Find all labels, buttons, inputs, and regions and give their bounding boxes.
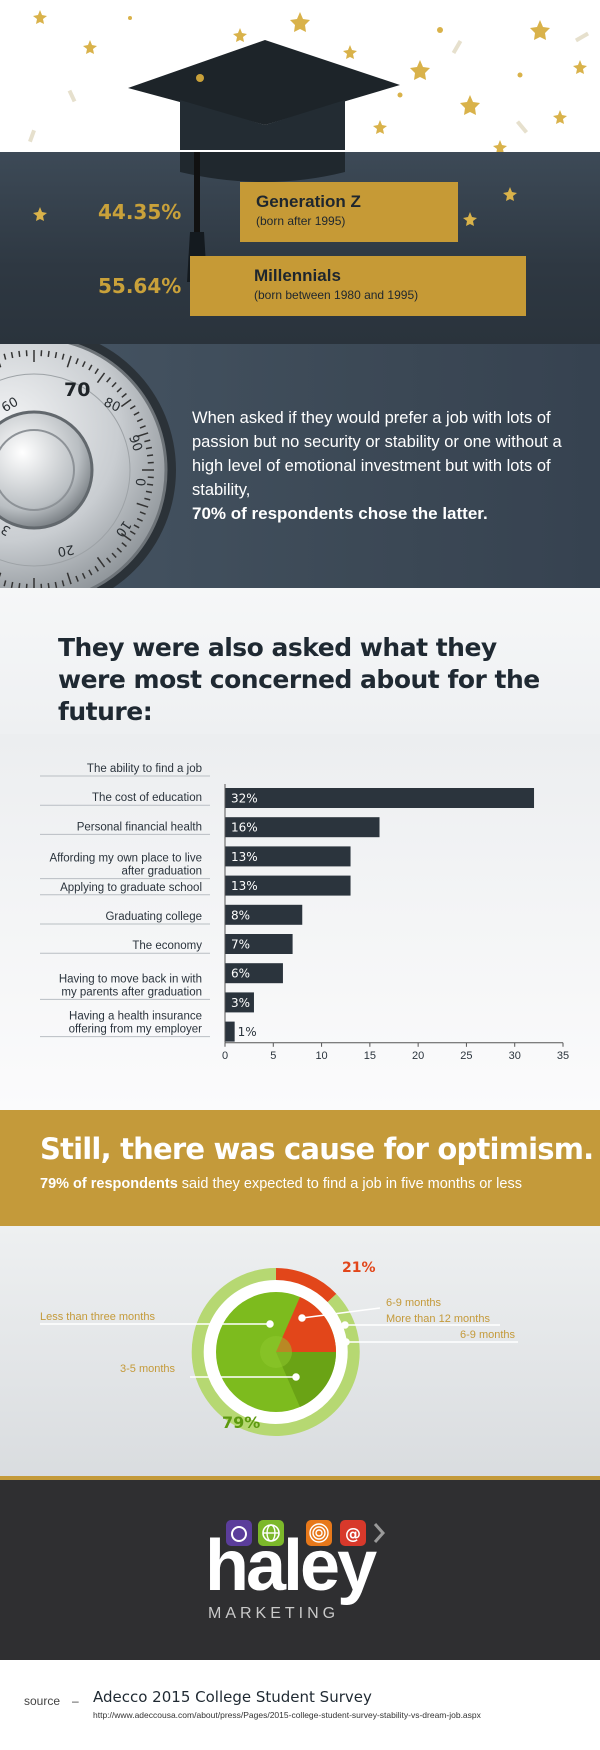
genz-name: Generation Z bbox=[256, 192, 361, 211]
source-section: source – Adecco 2015 College Student Sur… bbox=[0, 1660, 600, 1750]
x-tick-label: 5 bbox=[270, 1050, 276, 1062]
bar bbox=[225, 934, 293, 954]
pie-label-79: 79% bbox=[222, 1413, 260, 1432]
bar bbox=[225, 788, 535, 808]
bar bbox=[225, 817, 380, 838]
apple-icon bbox=[226, 1520, 252, 1546]
pie-label-more-than-12: More than 12 months bbox=[386, 1313, 490, 1325]
optimism-sub-rest: said they expected to find a job in five… bbox=[177, 1176, 522, 1192]
pie-label-less-than-three: Less than three months bbox=[40, 1311, 155, 1323]
safe-description: When asked if they would prefer a job wi… bbox=[192, 406, 582, 526]
haley-logo-section: @ haley MARKETING bbox=[0, 1480, 600, 1660]
category-label: The economy bbox=[132, 940, 202, 952]
optimism-subtitle: 79% of respondents said they expected to… bbox=[40, 1176, 522, 1192]
job-timeline-pie: 21% 79% Less than three months 3-5 month… bbox=[40, 1260, 518, 1436]
generations-section: 44.35% Generation Z (born after 1995) 55… bbox=[0, 152, 600, 344]
dial-number-20: 20 bbox=[56, 541, 75, 559]
bar bbox=[225, 904, 303, 925]
category-label: Personal financial health bbox=[77, 821, 202, 833]
x-tick-label: 15 bbox=[364, 1050, 376, 1062]
dial-number-70: 70 bbox=[64, 379, 90, 401]
at-sign-icon: @ bbox=[340, 1520, 366, 1546]
bar-value-label: 7% bbox=[231, 938, 250, 952]
pie-label-6-9-b: 6-9 months bbox=[460, 1329, 516, 1341]
pie-ring-orange bbox=[275, 1268, 337, 1303]
bar bbox=[225, 963, 283, 984]
bar-value-label: 13% bbox=[231, 850, 258, 864]
millennials-name: Millennials bbox=[254, 266, 341, 285]
source-label: source bbox=[24, 1694, 61, 1708]
category-label: Affording my own place to live bbox=[49, 853, 202, 865]
pie-orange-slice bbox=[276, 1297, 336, 1352]
logo-subtitle: MARKETING bbox=[208, 1605, 340, 1622]
concerns-heading: They were also asked what they were most… bbox=[58, 633, 540, 726]
category-label: Having a health insurance bbox=[69, 1011, 202, 1023]
safe-text-highlight: 70% of respondents chose the latter. bbox=[192, 504, 488, 523]
pie-label-6-9-a: 6-9 months bbox=[386, 1297, 442, 1309]
concerns-chart-section: The ability to find a job The cost of edu… bbox=[0, 734, 600, 1110]
millennials-detail: (born between 1980 and 1995) bbox=[254, 288, 419, 302]
bar-value-label: 8% bbox=[231, 908, 250, 922]
x-tick-label: 25 bbox=[460, 1050, 472, 1062]
genz-box: Generation Z (born after 1995) bbox=[240, 182, 458, 242]
bar bbox=[225, 875, 351, 896]
optimism-title: Still, there was cause for optimism. bbox=[40, 1132, 594, 1166]
safe-text-body: When asked if they would prefer a job wi… bbox=[192, 409, 562, 499]
logo-wordmark: haley bbox=[205, 1526, 377, 1606]
pie-green-slice-2 bbox=[276, 1352, 336, 1407]
category-label: Having to move back in with bbox=[59, 973, 202, 985]
category-label: after graduation bbox=[121, 866, 202, 878]
source-url[interactable]: http://www.adeccousa.com/about/press/Pag… bbox=[93, 1710, 481, 1720]
genz-detail: (born after 1995) bbox=[256, 214, 346, 228]
bar-value-label: 3% bbox=[231, 996, 250, 1010]
x-tick-label: 30 bbox=[509, 1050, 521, 1062]
bar-value-label: 13% bbox=[231, 879, 258, 893]
hero-top bbox=[0, 0, 600, 152]
bar bbox=[225, 1021, 235, 1042]
source-title: Adecco 2015 College Student Survey bbox=[93, 1688, 372, 1706]
category-label: my parents after graduation bbox=[61, 986, 202, 998]
category-label: Applying to graduate school bbox=[60, 882, 202, 894]
safe-dial-graphic: 70 80 90 0 10 20 3 60 bbox=[0, 344, 176, 588]
category-label: The ability to find a job bbox=[87, 763, 202, 775]
bar-value-label: 16% bbox=[231, 821, 258, 835]
confetti-stars-graphic bbox=[28, 10, 590, 152]
x-tick-label: 35 bbox=[557, 1050, 569, 1062]
dial-number-90: 90 bbox=[125, 433, 145, 454]
svg-text:@: @ bbox=[345, 1524, 361, 1543]
dial-number-60: 60 bbox=[0, 395, 21, 416]
chevron-right-icon bbox=[373, 1523, 386, 1543]
optimism-section: Still, there was cause for optimism. 79%… bbox=[0, 1110, 600, 1226]
pie-label-3-5: 3-5 months bbox=[120, 1363, 176, 1375]
pie-label-21: 21% bbox=[342, 1260, 376, 1276]
source-dash: – bbox=[72, 1694, 79, 1708]
bar bbox=[225, 992, 254, 1013]
dial-number-80: 80 bbox=[101, 395, 122, 416]
safe-section: 70 80 90 0 10 20 3 60 When asked if they… bbox=[0, 344, 600, 588]
dial-number-0: 0 bbox=[132, 477, 148, 487]
concerns-bar-chart: The ability to find a job The cost of edu… bbox=[40, 763, 569, 1062]
fingerprint-icon bbox=[306, 1520, 332, 1546]
concerns-header: They were also asked what they were most… bbox=[0, 588, 600, 734]
x-tick-label: 20 bbox=[412, 1050, 424, 1062]
category-label: Graduating college bbox=[105, 911, 202, 923]
bar bbox=[225, 846, 351, 867]
genz-percent: 44.35% bbox=[98, 200, 182, 224]
globe-icon bbox=[258, 1520, 284, 1546]
optimism-sub-bold: 79% of respondents bbox=[40, 1176, 178, 1192]
category-label: The cost of education bbox=[92, 792, 202, 804]
x-tick-label: 0 bbox=[222, 1050, 228, 1062]
millennials-percent: 55.64% bbox=[98, 274, 182, 298]
bar-value-label: 6% bbox=[231, 967, 250, 981]
graduation-cap-board bbox=[128, 40, 400, 125]
pie-divider bbox=[0, 1476, 600, 1480]
x-tick-label: 10 bbox=[315, 1050, 327, 1062]
category-label: offering from my employer bbox=[69, 1024, 203, 1036]
bar-value-label: 1% bbox=[238, 1025, 257, 1039]
millennials-box: Millennials (born between 1980 and 1995) bbox=[190, 256, 526, 316]
pie-section: 21% 79% Less than three months 3-5 month… bbox=[0, 1226, 600, 1480]
bar-value-label: 32% bbox=[231, 792, 258, 806]
pie-ring-green bbox=[191, 1267, 360, 1436]
